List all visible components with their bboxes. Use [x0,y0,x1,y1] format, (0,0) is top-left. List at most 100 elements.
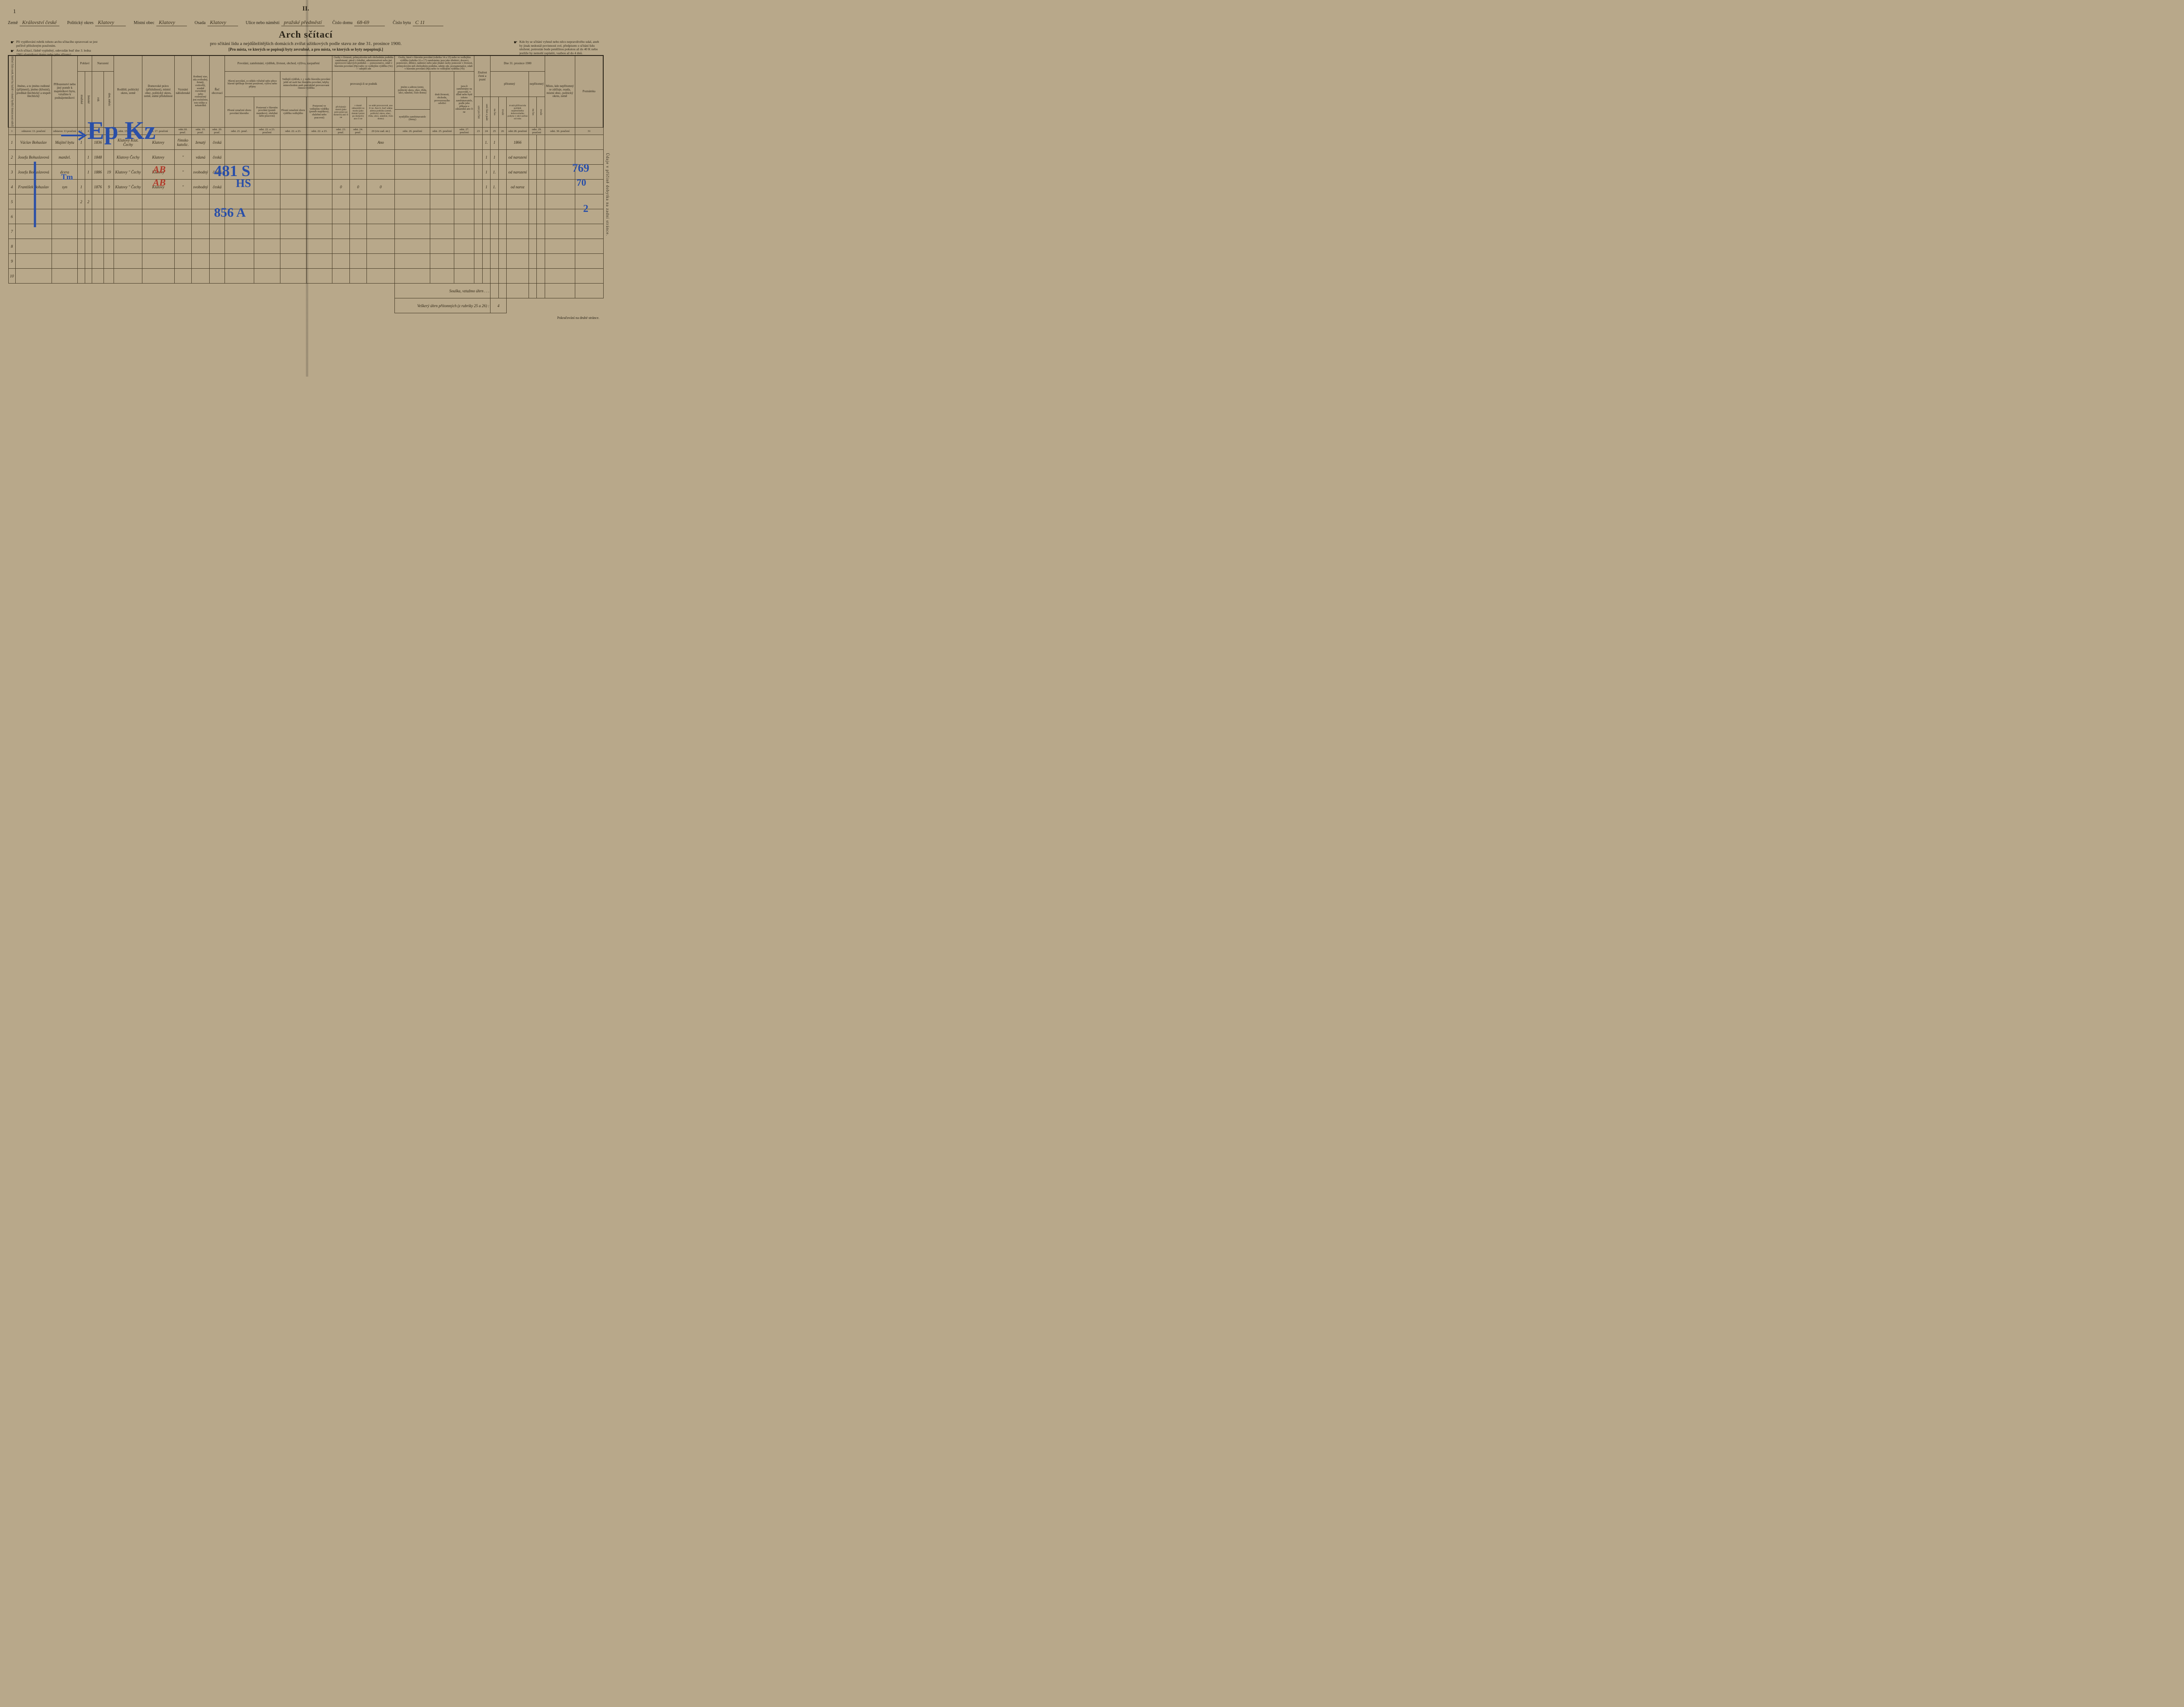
cell-p21 [395,165,430,180]
cell-dm: 9 [104,180,114,194]
note-left-1: Při vyplňování rubrik tohoto archu sčíta… [16,40,98,48]
cell-ne-c [529,180,536,194]
cell-ne-t [537,180,545,194]
cell-trv: od narození [507,150,529,165]
col-pritomny: přítomný [491,71,529,97]
cell-rec: česká [210,150,225,165]
cell-pozn [575,135,603,150]
rownum: 2 [8,150,15,165]
cell-domov: Klatovy [142,150,174,165]
cell-pr-t [498,135,506,150]
cell-rec: česká [210,165,225,180]
cell-misto [545,150,575,165]
cell-nabo: " [174,165,191,180]
cell-rodiste: Klatovy " Čechy [114,180,142,194]
colnum: odst. 27. poučení [454,128,474,135]
cell-nabo: " [174,180,191,194]
colnum: odst.18. pouč. [174,128,191,135]
cell-ve1 [280,135,306,150]
cell-dm [104,135,114,150]
census-table: Běžné číslo osob, které ku každé v domě … [8,55,604,313]
colnum: odst. 30. poučení [545,128,575,135]
cell-p20 [366,165,395,180]
cell-pise: 1 [482,165,490,180]
col-muz: mužské [78,71,85,127]
cell-pomer: dcera [52,165,78,180]
cell-ve1 [280,165,306,180]
cell-zen [85,135,92,150]
rownum: 3 [8,165,15,180]
cell-rodiste: Klatovy Čechy [114,150,142,165]
cell-dm [104,150,114,165]
cell-rec: česká [210,135,225,150]
cell-p22 [430,180,454,194]
cell-cte [474,180,482,194]
cell-jsouli [454,165,474,180]
col-prich: přicházejíc domů (jako polo-práce po dom… [332,97,349,128]
cell-cte [474,150,482,165]
instructions-left: ☛Při vyplňování rubrik tohoto archu sčít… [10,40,98,58]
colnum: 25 [491,128,498,135]
cell-trv: od narození [507,165,529,180]
obec-label: Místní obec [134,21,155,25]
cell-pozn [575,180,603,194]
cell-ne-t [537,135,545,150]
cell-rok: 1886 [92,165,104,180]
col-rodiste: Rodiště, politický okres, země [114,55,142,128]
col-nynejsi: nynějšího zaměstnavatele (firmy) [395,110,430,128]
cell-rok: 1876 [92,180,104,194]
cell-pr-t [498,150,506,165]
page-number-left: 1 [13,8,16,15]
cell-hl2 [254,180,280,194]
cell-stav: vdaná [191,150,209,165]
cell-ve2 [306,150,332,165]
row-9: 9 [8,254,15,269]
ulice-label: Ulice nebo náměstí [246,21,280,25]
cell-trv: od naroz [507,180,529,194]
cell-rodiste: Klatovy " Čechy [114,165,142,180]
col-misto: Místo, kde nepřítomný se zdržuje, osada,… [545,55,575,128]
col-zen: ženské [85,71,92,127]
col-znalost: Znalost čtení a psaní [474,55,491,97]
zeme-value: Království české [20,19,59,26]
vertical-side-label: Údaje v příčině dobytka na zadní stránce… [605,153,610,236]
colnum: 6 [104,128,114,135]
colnum: odst. 26. poučení [395,128,430,135]
cislo-bytu-value: C 11 [413,19,443,26]
total-muz: 2 [78,194,85,209]
page-number-roman: II. [302,5,309,13]
col-pr-trvale: trvale [498,97,506,128]
cell-ve2 [306,135,332,150]
col-jmeno-firma: jméno a adresu (zemi, politický okres, o… [395,71,430,109]
rownum: 1 [8,135,15,150]
cell-hl1 [225,180,254,194]
cell-jmeno: František Bohuslav [15,180,52,194]
cell-zen: 1 [85,150,92,165]
cell-muz [78,165,85,180]
table-row: 3Josefa Bohuslavovádcera1188619Klatovy "… [8,165,603,180]
col-rec: Řeč obcovací [210,55,225,128]
colnum: odst. 22. a 23. [280,128,306,135]
note-right-1: Kdo by se sčítání vyhnul nebo něco nepra… [519,40,601,55]
cell-pise: 1. [482,135,490,150]
osada-label: Osada [195,21,206,25]
colnum: 31 [575,128,603,135]
col-poznamka: Poznámka [575,55,603,128]
colnum: odst. 19. pouč. [191,128,209,135]
cell-jsouli [454,135,474,150]
cell-hl2 [254,150,280,165]
col-nabo: Vyznání náboženské [174,55,191,128]
col-postaveni-ve: Postavení ve vedlejším výdělku (poměr ma… [306,97,332,128]
cell-hl2 [254,135,280,150]
colnum: odstavec 13 poučení [52,128,78,135]
cell-stav: svobodný [191,165,209,180]
row-8: 8 [8,239,15,254]
cell-jsouli [454,150,474,165]
table-row: 1Václav BohuslavMajitel bytu11836Klatovy… [8,135,603,150]
row-6: 6 [8,209,15,224]
cell-pozn [575,165,603,180]
hand-icon: ☛ [10,40,14,48]
cell-hl2 [254,165,280,180]
cell-ne-c [529,150,536,165]
cell-ve1 [280,150,306,165]
